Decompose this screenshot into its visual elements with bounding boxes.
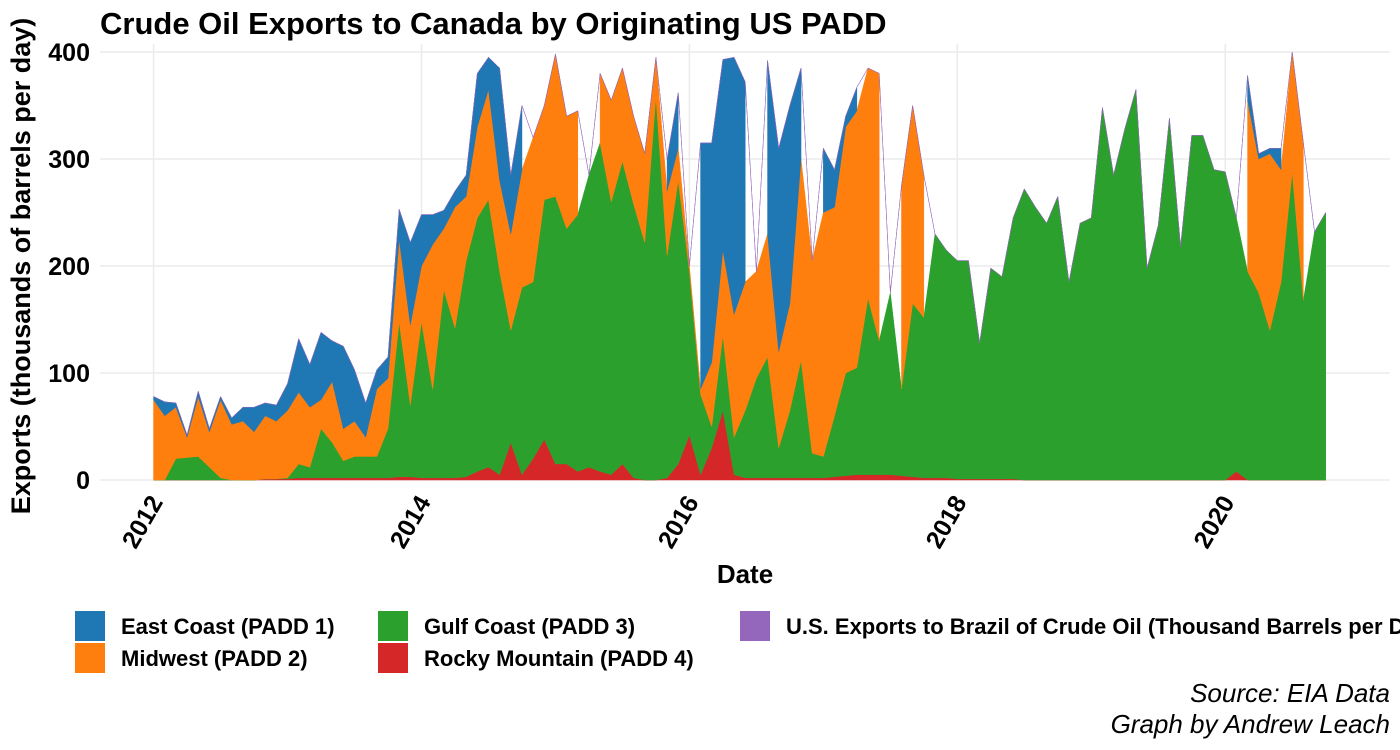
legend-key — [378, 611, 408, 641]
x-tick-label: 2014 — [385, 491, 437, 553]
area — [599, 57, 880, 457]
legend-key — [75, 643, 105, 673]
y-tick-label: 200 — [48, 253, 90, 281]
legend-key — [740, 611, 770, 641]
x-axis-label: Date — [717, 559, 773, 589]
x-tick-label: 2016 — [653, 491, 705, 553]
y-tick-label: 0 — [76, 467, 90, 495]
areas — [153, 51, 1326, 481]
credit: Graph by Andrew Leach — [1111, 709, 1390, 739]
area — [153, 51, 1326, 436]
x-tick-label: 2020 — [1188, 491, 1240, 553]
y-axis-label: Exports (thousands of barrels per day) — [6, 18, 36, 515]
y-tick-label: 100 — [48, 360, 90, 388]
legend-label: Gulf Coast (PADD 3) — [424, 614, 635, 639]
y-tick-label: 300 — [48, 146, 90, 174]
source: Source: EIA Data — [1190, 678, 1390, 708]
legend-label: U.S. Exports to Brazil of Crude Oil (Tho… — [786, 614, 1400, 639]
legend-key — [378, 643, 408, 673]
x-tick-label: 2012 — [117, 491, 169, 553]
chart-title: Crude Oil Exports to Canada by Originati… — [100, 6, 887, 41]
legend-label: Midwest (PADD 2) — [121, 646, 308, 671]
x-tick-label: 2018 — [920, 491, 972, 553]
y-tick-label: 400 — [48, 39, 90, 67]
legend-label: East Coast (PADD 1) — [121, 614, 335, 639]
legend-key — [75, 611, 105, 641]
legend-label: Rocky Mountain (PADD 4) — [424, 646, 694, 671]
